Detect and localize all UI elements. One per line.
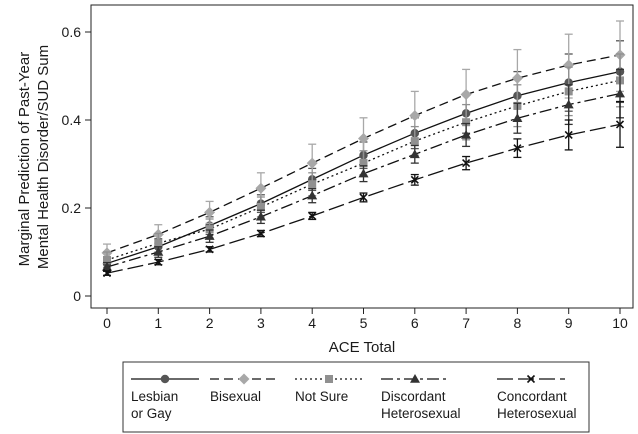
x-tick-label: 5 <box>360 315 368 331</box>
x-tick-label: 9 <box>565 315 573 331</box>
series-line <box>106 79 621 261</box>
data-point-stroke <box>308 211 317 220</box>
data-point-stroke <box>410 175 419 184</box>
data-point <box>358 132 369 144</box>
legend-label: Not Sure <box>295 389 348 404</box>
data-point-stroke <box>564 130 573 140</box>
legend-item-1: Lesbian or Gay <box>131 374 199 421</box>
y-axis-title-line-2: Mental Health Disorder/SUD Sum <box>35 45 52 269</box>
data-point-stroke <box>205 245 214 254</box>
series-3 <box>103 53 624 269</box>
data-point <box>410 374 420 383</box>
x-tick-label: 1 <box>154 315 162 331</box>
data-point-stroke <box>256 229 265 238</box>
data-point <box>308 180 317 189</box>
series-line <box>106 92 621 268</box>
data-point <box>255 182 267 194</box>
x-axis-title: ACE Total <box>329 339 395 356</box>
y-axis-title: Marginal Prediction of Past-Year Mental … <box>16 45 52 269</box>
data-point <box>103 255 111 264</box>
data-point <box>205 245 214 254</box>
y-tick-label: 0.6 <box>62 24 82 40</box>
y-tick-label: 0 <box>73 288 81 304</box>
data-point <box>154 239 163 248</box>
data-point <box>526 374 536 384</box>
data-point <box>513 144 522 153</box>
y-axis-title-line-1: Marginal Prediction of Past-Year <box>16 52 33 267</box>
data-point <box>512 113 523 122</box>
x-tick-label: 0 <box>103 315 111 331</box>
data-point <box>154 258 163 267</box>
data-point-stroke <box>615 120 625 129</box>
data-point <box>563 99 574 109</box>
legend-box <box>122 361 590 433</box>
legend-label: Lesbian <box>131 389 178 404</box>
data-point <box>325 375 333 383</box>
data-point <box>308 211 317 220</box>
plot-area: 0 1 2 3 4 5 6 7 8 9 10 0 0.2 0.4 0.6 <box>62 4 634 331</box>
plot-frame <box>90 4 634 309</box>
data-point <box>461 129 472 139</box>
data-point <box>511 72 523 84</box>
legend: Lesbian or Gay Bisexual Not Sure Discordant H… <box>122 361 590 433</box>
legend-label: Discordant <box>381 389 446 404</box>
data-point <box>205 225 214 234</box>
data-point <box>204 231 215 240</box>
data-point <box>153 247 164 256</box>
x-tick-label: 4 <box>308 315 316 331</box>
data-point <box>409 149 420 159</box>
data-point-stroke <box>513 144 522 153</box>
data-point <box>256 203 265 212</box>
x-tick-label: 6 <box>411 315 419 331</box>
data-point-stroke <box>462 159 471 168</box>
data-point <box>359 159 368 168</box>
data-point <box>256 229 265 238</box>
data-point <box>615 88 625 98</box>
data-point <box>462 159 471 168</box>
series-5 <box>102 100 625 278</box>
legend-label: Concordant <box>497 389 567 404</box>
data-point <box>410 175 419 184</box>
y-tick-label: 0.4 <box>62 112 82 128</box>
x-tick-label: 3 <box>257 315 265 331</box>
data-point <box>564 130 573 140</box>
legend-item-5: Concordant Heterosexual <box>497 374 577 421</box>
data-point <box>409 110 421 122</box>
legend-label: Heterosexual <box>497 406 577 421</box>
data-point-stroke <box>526 374 536 384</box>
data-point <box>462 118 471 127</box>
data-point <box>306 157 318 169</box>
x-tick-label: 10 <box>612 315 628 331</box>
data-point <box>460 88 472 100</box>
data-point <box>102 261 112 271</box>
x-tick-label: 8 <box>514 315 522 331</box>
data-point <box>238 373 250 385</box>
series-2 <box>101 20 626 262</box>
legend-label: Bisexual <box>210 389 261 404</box>
data-point <box>204 206 216 218</box>
x-tick-label: 7 <box>462 315 470 331</box>
data-point <box>410 137 419 146</box>
data-point <box>307 190 318 200</box>
y-tick-label: 0.2 <box>62 200 82 216</box>
legend-item-3: Not Sure <box>295 375 363 404</box>
data-point <box>358 168 369 178</box>
data-point <box>255 211 266 221</box>
data-point <box>615 120 625 129</box>
data-point <box>359 193 368 202</box>
series-4 <box>102 68 625 273</box>
x-tick-label: 2 <box>206 315 214 331</box>
data-point <box>102 269 112 278</box>
legend-label: or Gay <box>131 406 172 421</box>
legend-item-2: Bisexual <box>210 373 278 404</box>
legend-item-4: Discordant Heterosexual <box>381 374 461 421</box>
data-point-stroke <box>359 193 368 202</box>
data-point-stroke <box>102 269 112 278</box>
data-point-stroke <box>154 258 163 267</box>
legend-label: Heterosexual <box>381 406 461 421</box>
data-point <box>160 374 170 384</box>
